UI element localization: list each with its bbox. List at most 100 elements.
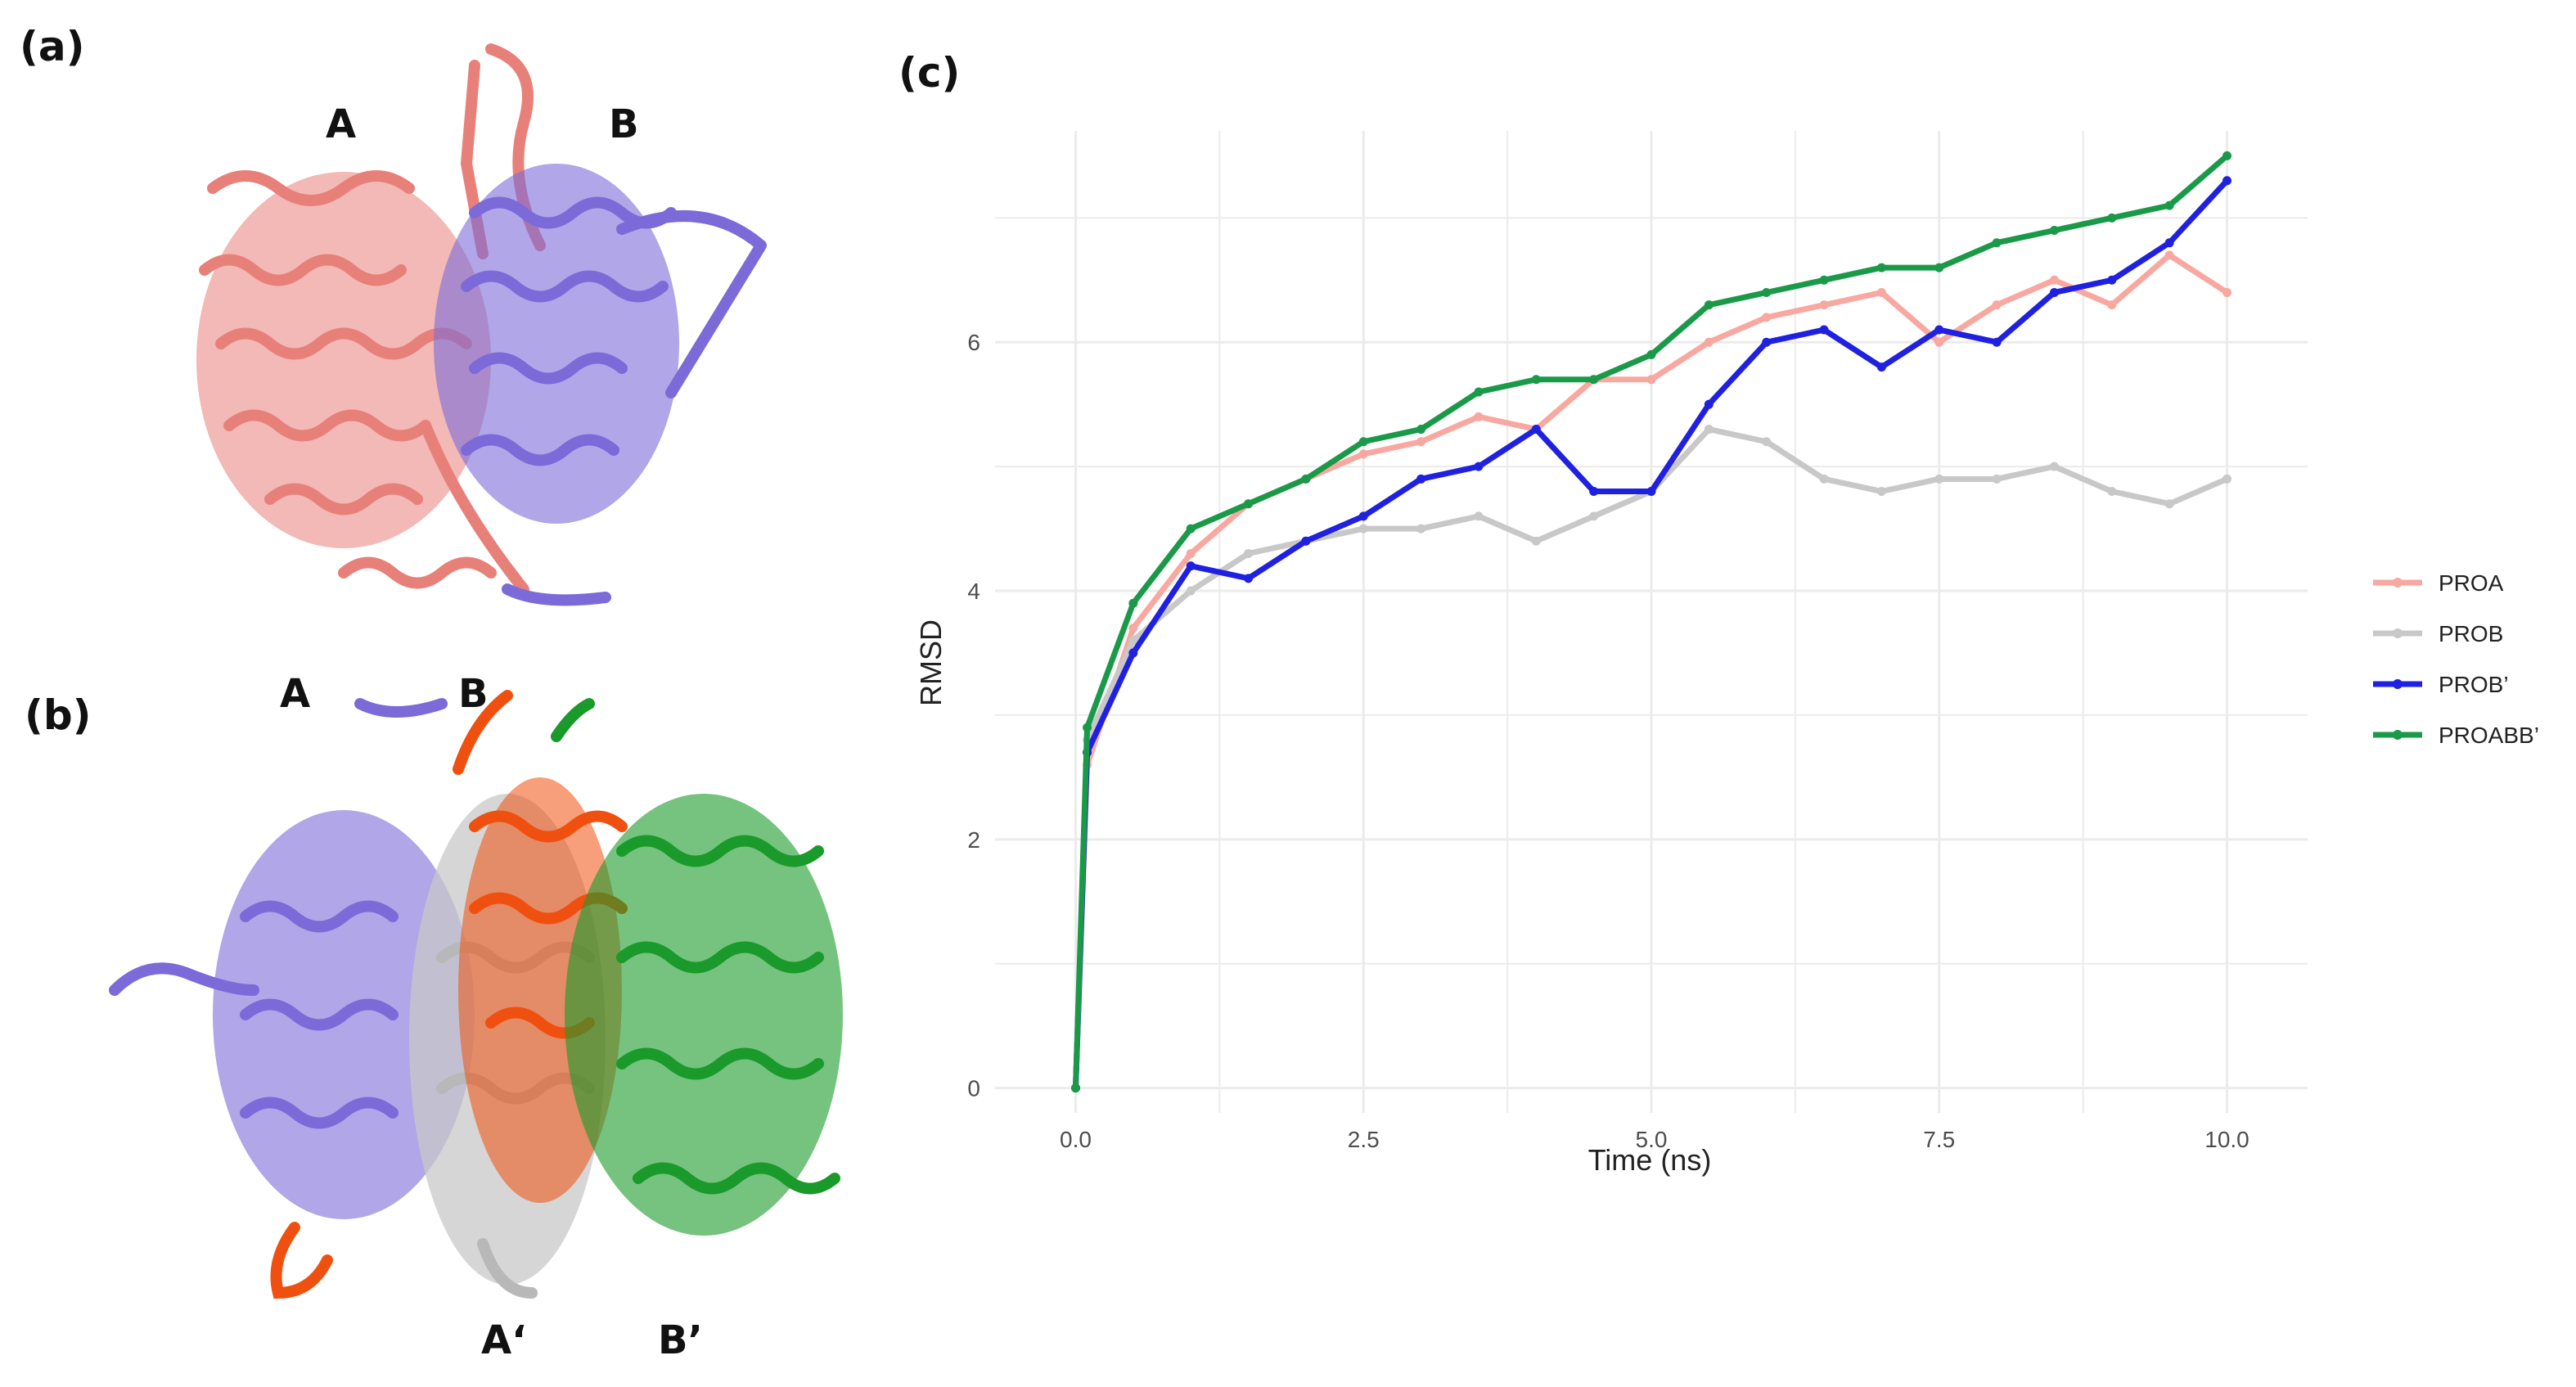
data-point bbox=[1819, 300, 1829, 310]
data-point bbox=[1819, 325, 1829, 335]
data-point bbox=[1704, 425, 1714, 435]
chain-label-a: A bbox=[326, 101, 357, 147]
data-point bbox=[2107, 300, 2117, 310]
legend-label: PROB bbox=[2439, 621, 2503, 646]
chain-purple-ribbon bbox=[109, 698, 475, 1219]
data-point bbox=[1762, 437, 1772, 447]
panel-label-a: (a) bbox=[20, 23, 85, 70]
y-tick-label: 2 bbox=[967, 827, 980, 853]
data-point bbox=[1992, 238, 2002, 248]
data-point bbox=[1934, 337, 1944, 347]
legend-label: PROABB’ bbox=[2439, 723, 2539, 748]
panel-label-c: (c) bbox=[898, 49, 961, 97]
panel-label-b: (b) bbox=[25, 691, 92, 739]
data-point bbox=[1416, 474, 1426, 484]
series-line bbox=[1072, 153, 2229, 1088]
legend: PROA PROB PROB’ PROABB’ bbox=[2373, 570, 2539, 748]
data-point bbox=[2107, 487, 2117, 497]
x-tick-label: 7.5 bbox=[1923, 1127, 1955, 1152]
chain-label-b-prime: B’ bbox=[658, 1317, 703, 1363]
chain-a-ribbon bbox=[196, 43, 546, 595]
data-point bbox=[1876, 263, 1886, 272]
data-point bbox=[1762, 287, 1772, 297]
data-point bbox=[1301, 536, 1311, 546]
legend-key-point bbox=[2393, 730, 2403, 740]
data-point bbox=[1589, 375, 1599, 385]
data-point bbox=[1646, 349, 1656, 359]
data-point bbox=[1531, 536, 1541, 546]
data-point bbox=[1128, 624, 1138, 633]
legend-item: PROA bbox=[2373, 570, 2504, 596]
data-point bbox=[1589, 511, 1599, 521]
data-point bbox=[2222, 287, 2232, 297]
chain-b-ribbon bbox=[434, 164, 767, 606]
chain-label-b-a: A bbox=[280, 671, 311, 717]
x-tick-label: 2.5 bbox=[1348, 1127, 1380, 1152]
data-point bbox=[1070, 1083, 1080, 1093]
y-tick-label: 0 bbox=[967, 1076, 980, 1101]
data-point bbox=[1819, 474, 1829, 484]
data-point bbox=[2222, 151, 2232, 160]
data-point bbox=[1244, 548, 1254, 558]
x-tick-label: 0.0 bbox=[1060, 1127, 1092, 1152]
data-point bbox=[1646, 487, 1656, 497]
data-point bbox=[2049, 462, 2059, 471]
series-line bbox=[1072, 178, 2230, 1088]
chain-label-a-prime: A‘ bbox=[481, 1317, 527, 1363]
y-axis-label: RMSD bbox=[914, 619, 948, 706]
data-point bbox=[1244, 574, 1254, 583]
legend-item: PROB’ bbox=[2373, 672, 2509, 697]
data-point bbox=[2049, 287, 2059, 297]
y-tick-label: 4 bbox=[967, 579, 980, 604]
data-point bbox=[1762, 337, 1772, 347]
data-point bbox=[2049, 226, 2059, 236]
data-point bbox=[2222, 176, 2232, 186]
data-point bbox=[1646, 375, 1656, 385]
data-point bbox=[1128, 648, 1138, 658]
x-tick-labels: 0.0 2.5 5.0 7.5 10.0 bbox=[1060, 1127, 2249, 1152]
data-point bbox=[1244, 499, 1254, 509]
data-point bbox=[1128, 636, 1138, 646]
legend-key-point bbox=[2393, 578, 2403, 588]
series-line bbox=[1072, 252, 2229, 1088]
data-point bbox=[1819, 275, 1829, 285]
chain-green-ribbon bbox=[551, 698, 843, 1236]
series-4 bbox=[1070, 151, 2232, 1093]
data-point bbox=[1186, 548, 1196, 558]
data-point bbox=[1416, 524, 1426, 534]
data-point bbox=[2222, 474, 2232, 484]
legend-item: PROB bbox=[2373, 621, 2503, 646]
series-layer bbox=[1070, 151, 2232, 1093]
chain-label-b: B bbox=[609, 101, 639, 147]
legend-item: PROABB’ bbox=[2373, 723, 2539, 748]
data-point bbox=[1186, 561, 1196, 571]
data-point bbox=[1992, 474, 2002, 484]
data-point bbox=[1531, 375, 1541, 385]
data-point bbox=[1876, 363, 1886, 372]
data-point bbox=[1992, 337, 2002, 347]
data-point bbox=[1186, 524, 1196, 534]
data-point bbox=[1301, 474, 1311, 484]
data-point bbox=[2164, 250, 2174, 260]
data-point bbox=[1416, 425, 1426, 435]
legend-key-point bbox=[2393, 628, 2403, 638]
data-point bbox=[1762, 313, 1772, 322]
y-tick-labels: 0 2 4 6 bbox=[967, 330, 980, 1101]
data-point bbox=[1083, 723, 1092, 732]
data-point bbox=[1934, 474, 1944, 484]
protein-structure-a bbox=[196, 43, 767, 606]
data-point bbox=[2107, 213, 2117, 223]
protein-structure-b bbox=[109, 690, 843, 1299]
data-point bbox=[1416, 437, 1426, 447]
legend-label: PROA bbox=[2439, 570, 2504, 596]
data-point bbox=[1704, 337, 1714, 347]
data-point bbox=[2164, 499, 2174, 509]
data-point bbox=[1474, 511, 1484, 521]
rmsd-chart: 0.0 2.5 5.0 7.5 10.0 0 2 4 6 Time (ns) RMSD PRO… bbox=[914, 131, 2539, 1177]
data-point bbox=[1704, 300, 1714, 310]
data-point bbox=[1704, 399, 1714, 409]
x-tick-label: 10.0 bbox=[2204, 1127, 2249, 1152]
data-point bbox=[1128, 598, 1138, 608]
y-tick-label: 6 bbox=[967, 330, 980, 355]
data-point bbox=[1358, 449, 1368, 459]
